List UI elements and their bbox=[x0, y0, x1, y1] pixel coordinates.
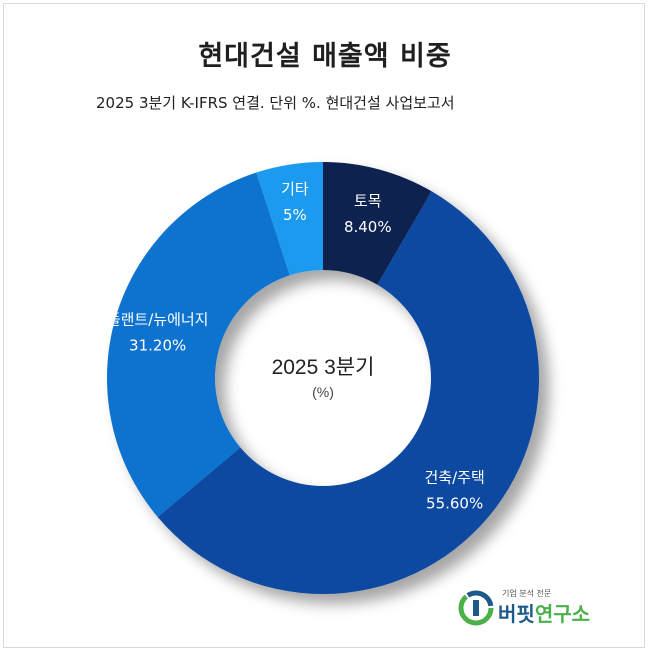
logo-tagline: 기업 분석 전문 bbox=[502, 589, 552, 598]
slice-label-2: 플랜트/뉴에너지 bbox=[107, 311, 209, 329]
slice-value-3: 5% bbox=[283, 206, 307, 224]
slice-2 bbox=[107, 172, 290, 518]
slice-label-1: 건축/주택 bbox=[425, 469, 485, 487]
slice-labels: 토목 8.40% 건축/주택 55.60% 플랜트/뉴에너지 31.20% 기타 5% bbox=[107, 180, 485, 512]
buffett-logo-icon bbox=[458, 590, 494, 626]
slice-0 bbox=[323, 162, 432, 285]
chart-title: 현대건설 매출액 비중 bbox=[198, 41, 452, 72]
logo-name-accent: 연구소 bbox=[534, 602, 591, 626]
center-unit: (%) bbox=[312, 384, 334, 400]
slice-value-1: 55.60% bbox=[426, 495, 483, 513]
logo-name: 버핏연구소 bbox=[498, 598, 590, 627]
center-label: 2025 3분기 bbox=[272, 356, 375, 379]
slice-1 bbox=[157, 191, 539, 594]
chart-subtitle: 2025 3분기 K-IFRS 연결. 단위 %. 현대건설 사업보고서 bbox=[96, 94, 455, 112]
slice-label-0: 토목 bbox=[354, 192, 382, 210]
slice-label-3: 기타 bbox=[281, 180, 309, 198]
slice-3 bbox=[256, 162, 323, 276]
donut-slices bbox=[107, 162, 539, 594]
slice-value-2: 31.20% bbox=[129, 337, 186, 355]
slice-value-0: 8.40% bbox=[344, 218, 392, 236]
logo-name-main: 버핏 bbox=[498, 602, 535, 626]
brand-logo: 기업 분석 전문 버핏연구소 bbox=[458, 586, 618, 630]
